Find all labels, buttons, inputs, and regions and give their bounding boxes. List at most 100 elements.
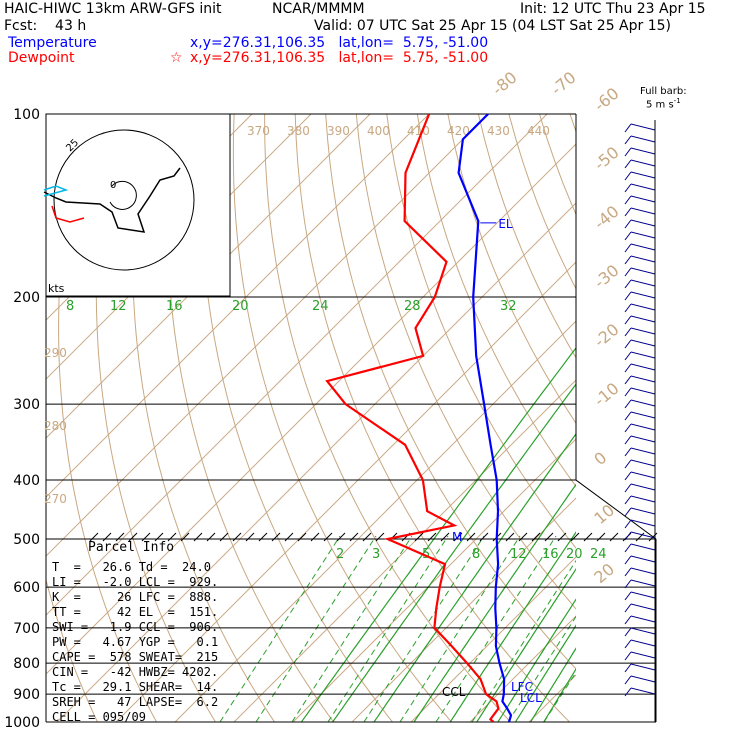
temperature-profile (457, 114, 513, 722)
wind-barb-flag (624, 471, 632, 481)
moist-adiabat-line (507, 615, 576, 722)
theta-e-label: 370 (247, 124, 270, 138)
dewpoint-label: Dewpoint (8, 50, 75, 66)
wind-barb-flag (624, 279, 632, 289)
isotherm-line (56, 202, 576, 722)
init-time: Init: 12 UTC Thu 23 Apr 15 (520, 1, 706, 17)
wind-barb (630, 339, 656, 347)
isotherm-line (46, 143, 576, 675)
dry-adiabat (200, 114, 394, 722)
hatch-mark (206, 532, 216, 542)
parcel-info-row: K = 26 LFC = 888. (52, 590, 219, 604)
wind-barb-flag (624, 375, 632, 385)
wind-barb-flag (624, 411, 632, 421)
parcel-info-row: CAPE = 578 SWEAT= 215 (52, 650, 219, 664)
org-label: NCAR/MMMM (272, 1, 365, 17)
theta-e-label: 430 (487, 124, 510, 138)
hatch-mark (453, 532, 463, 542)
dry-adiabat (601, 114, 740, 735)
moist-adiabat-line (255, 535, 377, 722)
wind-barb-flag (624, 171, 632, 181)
mixing-ratio-label: 24 (312, 299, 329, 314)
hatch-mark (648, 532, 658, 542)
lcl-label: LCL (520, 691, 542, 705)
temperature-tick-label: -60 (590, 84, 622, 115)
hatch-mark (570, 532, 580, 542)
mixing-ratio-label: 12 (510, 547, 527, 562)
theta-e-label: 410 (407, 124, 430, 138)
parcel-info-row: Tc = 29.1 SHEAR= 14. (52, 680, 219, 694)
wind-barb (630, 219, 656, 227)
hodograph-frame (45, 113, 231, 297)
mixing-ratio-label: 16 (166, 299, 183, 314)
mixing-ratio-line (497, 598, 576, 722)
mixing-ratio-line (300, 346, 576, 722)
wind-barb-flag (624, 447, 632, 457)
wind-barb (630, 603, 656, 611)
moist-adiabat-line (219, 535, 341, 722)
isotherm-line (174, 320, 576, 722)
pressure-tick-label: 700 (13, 621, 40, 637)
hatch-mark (245, 532, 255, 542)
isotherm-line (46, 114, 548, 616)
parcel-info-row: T = 26.6 Td = 24.0 (52, 560, 211, 574)
wind-barb-flag (624, 243, 632, 253)
theta-e-label: 400 (367, 124, 390, 138)
wind-barb-flag (624, 315, 632, 325)
wind-barb (630, 195, 656, 203)
wind-barb-flag (624, 135, 632, 145)
wind-barb (630, 555, 656, 563)
wind-barb-flag (624, 231, 632, 241)
isotherm-line (410, 556, 576, 722)
wind-barb-flag (624, 435, 632, 445)
wind-barb (630, 267, 656, 275)
wind-barb-flag (624, 219, 632, 229)
hatch-mark (219, 532, 229, 542)
hatch-mark (180, 532, 190, 542)
theta-e-label: 420 (447, 124, 470, 138)
wind-barb (630, 639, 656, 647)
m-label: M (452, 530, 462, 544)
mixing-ratio-label: 12 (110, 299, 127, 314)
dry-adiabat (447, 114, 576, 425)
hatch-mark (310, 532, 320, 542)
pressure-tick-label: 600 (13, 580, 40, 596)
hodograph-trace-red (51, 205, 85, 223)
wind-barb (630, 327, 656, 335)
temperature-tick-label: -20 (590, 320, 622, 351)
hatch-mark (440, 532, 450, 542)
wind-barb (630, 423, 656, 431)
wind-barb (630, 303, 656, 311)
hatch-mark (193, 532, 203, 542)
wind-barb-flag (624, 639, 632, 649)
parcel-info-row: TT = 42 EL = 151. (52, 605, 219, 619)
wind-barb (630, 531, 656, 539)
wind-barb-flag (624, 147, 632, 157)
isotherm-line (634, 114, 740, 735)
profile-lines (325, 114, 513, 722)
wind-barb (630, 471, 656, 479)
hatch-mark (505, 532, 515, 542)
hodograph-kts-label: kts (48, 282, 65, 295)
valid-time: Valid: 07 UTC Sat 25 Apr 15 (04 LST Sat … (314, 18, 672, 34)
mixing-ratio-label: 8 (472, 547, 480, 562)
wind-barb-flag (624, 207, 632, 217)
temperature-tick-label: -80 (488, 68, 520, 99)
wind-barb (630, 315, 656, 323)
model-title: HAIC-HIWC 13km ARW-GFS init (4, 1, 222, 17)
hatch-mark (479, 532, 489, 542)
theta-e-label: 440 (527, 124, 550, 138)
hatch-mark (466, 532, 476, 542)
wind-barb-flag (624, 159, 632, 169)
hatch-mark (128, 532, 138, 542)
hatch-mark (336, 532, 346, 542)
wind-barb (630, 135, 656, 143)
el-label: EL (498, 217, 513, 231)
hatch-mark (531, 532, 541, 542)
hatch-mark (297, 532, 307, 542)
wind-barb-flag (624, 255, 632, 265)
mixing-ratio-line (413, 483, 576, 722)
mixing-ratio-label: 20 (566, 547, 583, 562)
wind-barb (630, 591, 656, 599)
wind-barb (630, 255, 656, 263)
